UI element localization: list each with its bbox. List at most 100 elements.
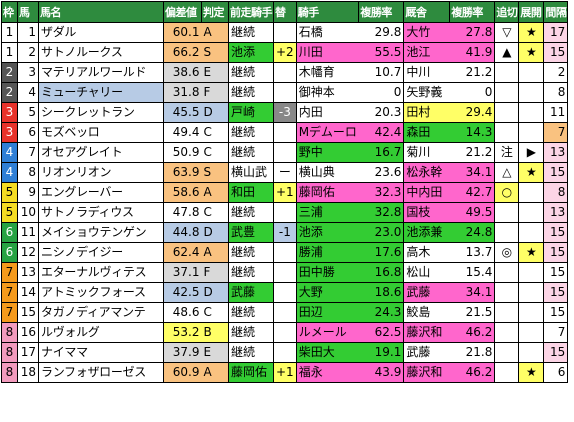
horse-name-cell: エターナルヴィテス <box>38 262 164 283</box>
tenkai-cell <box>518 102 545 123</box>
table-row: 6 12 ニシノデイジー 62.4 A 継続 勝浦 17.6 高木 13.7 ◎ ★ 15 <box>1 242 569 263</box>
grade-cell: D <box>201 222 229 243</box>
stable-rate-cell: 41.9 <box>449 42 496 63</box>
horse-name-cell: サトノラディウス <box>38 202 164 223</box>
horse-number-cell: 15 <box>17 302 39 323</box>
jockey-swap-cell <box>273 322 297 343</box>
stable-rate-cell: 13.7 <box>449 242 496 263</box>
deviation-cell: 63.9 <box>163 162 202 183</box>
waku-cell: 8 <box>1 362 18 383</box>
grade-cell: F <box>201 262 229 283</box>
stable-cell: 鮫島 <box>403 302 450 323</box>
jockey-rate-cell: 23.0 <box>358 222 405 243</box>
tenkai-cell: ★ <box>518 162 545 183</box>
waku-cell: 1 <box>1 22 18 43</box>
interval-cell: 15 <box>543 282 569 303</box>
horse-number-cell: 12 <box>17 242 39 263</box>
deviation-cell: 53.2 <box>163 322 202 343</box>
oikiri-cell <box>494 82 520 103</box>
horse-number-cell: 5 <box>17 102 39 123</box>
jockey-cell: 柴田大 <box>295 342 359 363</box>
oikiri-cell <box>494 262 520 283</box>
interval-cell: 15 <box>543 42 569 63</box>
horse-number-cell: 8 <box>17 162 39 183</box>
jockey-rate-cell: 17.6 <box>358 242 405 263</box>
deviation-cell: 42.5 <box>163 282 202 303</box>
deviation-cell: 37.9 <box>163 342 202 363</box>
race-table: 枠馬馬名 偏差値 判定 前走騎手替騎手 複勝率 厩舎 複勝率 追切 展開 間隔 1 1 ザダル 60.1… <box>1 1 569 383</box>
stable-rate-cell: 34.1 <box>449 282 496 303</box>
tenkai-cell: ★ <box>518 242 545 263</box>
prev-jockey-cell: 継続 <box>228 22 274 43</box>
horse-number-cell: 17 <box>17 342 39 363</box>
deviation-cell: 31.8 <box>163 82 202 103</box>
oikiri-cell <box>494 202 520 223</box>
oikiri-cell <box>494 342 520 363</box>
waku-cell: 4 <box>1 142 18 163</box>
horse-name-cell: アトミックフォース <box>38 282 164 303</box>
prev-jockey-cell: 継続 <box>228 302 274 323</box>
waku-cell: 2 <box>1 62 18 83</box>
oikiri-cell: ◎ <box>494 242 520 263</box>
table-row: 4 8 リオンリオン 63.9 S 横山武ー横山典 23.6 松永幹 34.1 △ ★ 15 <box>1 162 569 183</box>
prev-jockey-cell: 和田 <box>228 182 274 203</box>
jockey-swap-cell <box>273 262 297 283</box>
jockey-rate-cell: 29.8 <box>358 22 405 43</box>
grade-cell: C <box>201 302 229 323</box>
stable-rate-cell: 46.2 <box>449 362 496 383</box>
horse-name-cell: マテリアルワールド <box>38 62 164 83</box>
interval-cell: 8 <box>543 182 569 203</box>
jockey-cell: ルメール <box>295 322 359 343</box>
stable-cell: 藤沢和 <box>403 322 450 343</box>
table-row: 7 15 タガノディアマンテ 48.6 C 継続 田辺 24.3 鮫島 21.5 15 <box>1 302 569 323</box>
grade-cell: E <box>201 342 229 363</box>
prev-jockey-cell: 武藤 <box>228 282 274 303</box>
stable-cell: 田村 <box>403 102 450 123</box>
oikiri-cell <box>494 302 520 323</box>
prev-jockey-cell: 継続 <box>228 202 274 223</box>
tenkai-cell <box>518 122 545 143</box>
deviation-cell: 62.4 <box>163 242 202 263</box>
horse-name-cell: ニシノデイジー <box>38 242 164 263</box>
grade-cell: A <box>201 22 229 43</box>
interval-cell: 2 <box>543 62 569 83</box>
jockey-swap-cell <box>273 302 297 323</box>
table-row: 7 13 エターナルヴィテス 37.1 F 継続 田中勝 16.8 松山 15.4 15 <box>1 262 569 283</box>
horse-number-cell: 16 <box>17 322 39 343</box>
stable-rate-cell: 21.2 <box>449 62 496 83</box>
horse-number-cell: 14 <box>17 282 39 303</box>
jockey-rate-cell: 62.5 <box>358 322 405 343</box>
grade-cell: A <box>201 182 229 203</box>
jockey-swap-cell: +1 <box>273 362 297 383</box>
interval-cell: 15 <box>543 162 569 183</box>
jockey-rate-cell: 20.3 <box>358 102 405 123</box>
jockey-swap-cell <box>273 82 297 103</box>
tenkai-cell <box>518 342 545 363</box>
horse-number-cell: 2 <box>17 42 39 63</box>
stable-cell: 矢野義 <box>403 82 450 103</box>
jockey-cell: 大野 <box>295 282 359 303</box>
stable-cell: 森田 <box>403 122 450 143</box>
jockey-cell: 田中勝 <box>295 262 359 283</box>
col-header-waku: 枠 <box>1 1 18 23</box>
interval-cell: 13 <box>543 142 569 163</box>
tenkai-cell <box>518 302 545 323</box>
prev-jockey-cell: 横山武 <box>228 162 274 183</box>
deviation-cell: 49.4 <box>163 122 202 143</box>
interval-cell: 15 <box>543 342 569 363</box>
waku-cell: 5 <box>1 182 18 203</box>
tenkai-cell: ★ <box>518 22 545 43</box>
waku-cell: 8 <box>1 322 18 343</box>
col-header-name: 馬名 <box>38 1 164 23</box>
deviation-cell: 45.5 <box>163 102 202 123</box>
horse-name-cell: シークレットラン <box>38 102 164 123</box>
jockey-swap-cell <box>273 122 297 143</box>
grade-cell: A <box>201 362 229 383</box>
jockey-rate-cell: 19.1 <box>358 342 405 363</box>
prev-jockey-cell: 武豊 <box>228 222 274 243</box>
horse-name-cell: タガノディアマンテ <box>38 302 164 323</box>
jockey-swap-cell <box>273 242 297 263</box>
oikiri-cell <box>494 62 520 83</box>
interval-cell: 7 <box>543 322 569 343</box>
horse-name-cell: エングレーバー <box>38 182 164 203</box>
